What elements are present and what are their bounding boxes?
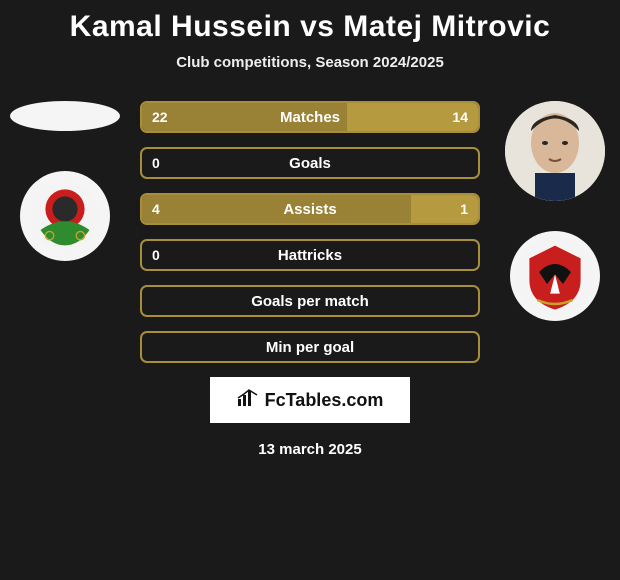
left-club-logo bbox=[20, 171, 110, 261]
stat-row-min-per-goal: Min per goal bbox=[140, 331, 480, 363]
page-title: Kamal Hussein vs Matej Mitrovic bbox=[0, 0, 620, 44]
left-player-avatar bbox=[10, 101, 120, 131]
stat-bars: 22 Matches 14 0 Goals 4 Assists 1 0 Hatt… bbox=[140, 101, 480, 363]
stat-label: Goals per match bbox=[142, 293, 478, 310]
right-player-avatar bbox=[505, 101, 605, 201]
footer-date: 13 march 2025 bbox=[0, 441, 620, 458]
stat-row-assists: 4 Assists 1 bbox=[140, 193, 480, 225]
chart-icon bbox=[237, 389, 259, 412]
stat-row-hattricks: 0 Hattricks bbox=[140, 239, 480, 271]
footer-brand-text: FcTables.com bbox=[265, 390, 384, 411]
stat-label: Min per goal bbox=[142, 339, 478, 356]
left-player-column bbox=[5, 91, 125, 261]
stat-row-goals-per-match: Goals per match bbox=[140, 285, 480, 317]
right-club-logo bbox=[510, 231, 600, 321]
stat-label: Assists bbox=[142, 201, 478, 218]
stat-label: Goals bbox=[142, 155, 478, 172]
stat-row-matches: 22 Matches 14 bbox=[140, 101, 480, 133]
stat-label: Matches bbox=[142, 109, 478, 126]
comparison-panel: 22 Matches 14 0 Goals 4 Assists 1 0 Hatt… bbox=[0, 101, 620, 458]
page-subtitle: Club competitions, Season 2024/2025 bbox=[0, 54, 620, 71]
stat-row-goals: 0 Goals bbox=[140, 147, 480, 179]
stat-label: Hattricks bbox=[142, 247, 478, 264]
stat-value-right: 14 bbox=[452, 109, 468, 125]
footer-brand-badge: FcTables.com bbox=[210, 377, 410, 423]
right-player-column bbox=[495, 101, 615, 321]
stat-value-right: 1 bbox=[460, 201, 468, 217]
